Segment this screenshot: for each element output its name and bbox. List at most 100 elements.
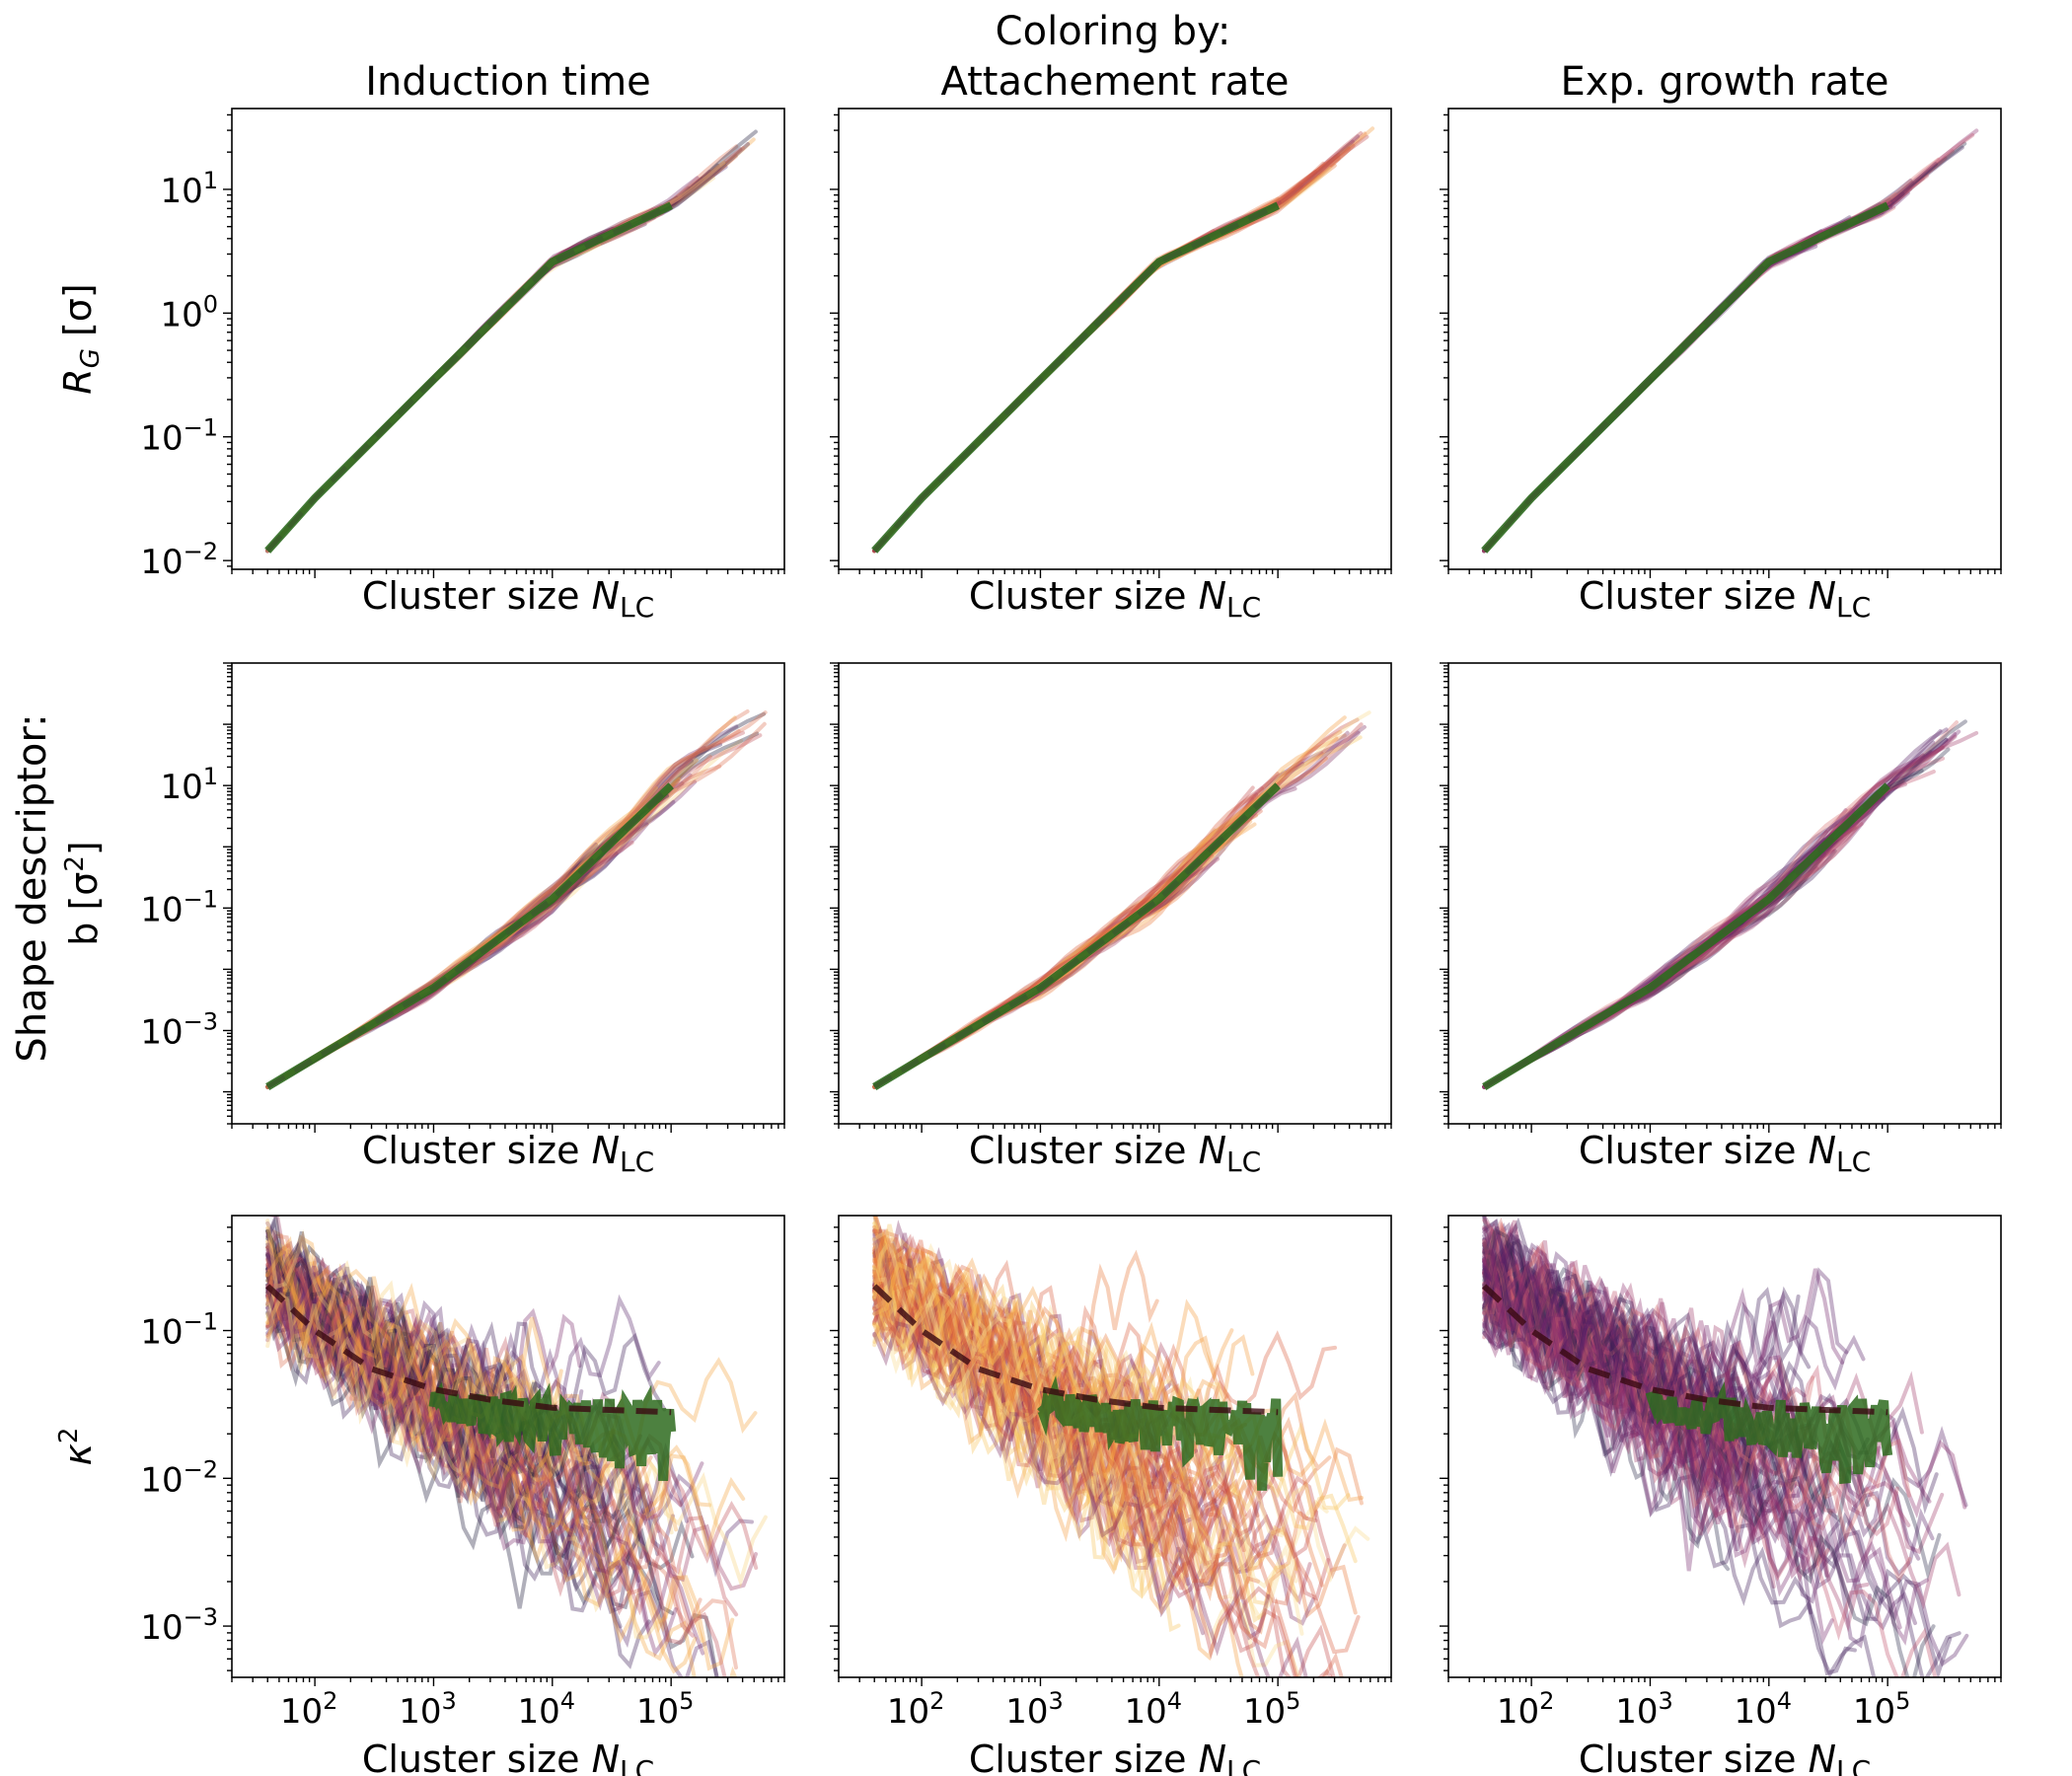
x-tick-label: 102 bbox=[1497, 1687, 1555, 1732]
trajectory-line bbox=[265, 1245, 754, 1578]
trajectory-line bbox=[265, 1246, 584, 1438]
trajectory-line bbox=[872, 1295, 1162, 1560]
trajectory-line bbox=[1482, 1252, 1945, 1555]
y-tick-label: 10−3 bbox=[140, 1603, 218, 1648]
mean-fit-line bbox=[1482, 783, 1889, 1089]
trajectory-line bbox=[1482, 1267, 1798, 1470]
trajectory-line bbox=[265, 1255, 549, 1526]
trajectory-line bbox=[1482, 1244, 1779, 1434]
trajectory-line bbox=[872, 1248, 1187, 1454]
trajectory-line bbox=[1482, 1302, 1834, 1645]
trajectory-line bbox=[872, 1251, 1144, 1563]
trajectory-line bbox=[1482, 1269, 1733, 1528]
trajectory-line bbox=[265, 1235, 563, 1464]
trajectory-line bbox=[1482, 1309, 1877, 1677]
trajectory-line bbox=[872, 1267, 1135, 1479]
trajectory-line bbox=[872, 1221, 1248, 1473]
trajectory-line bbox=[1482, 1258, 1902, 1630]
y-tick-label: 10−1 bbox=[140, 885, 218, 929]
trajectory-line bbox=[265, 1256, 606, 1558]
trajectory-line bbox=[872, 1242, 1337, 1512]
panel-r1c2: Cluster size NLC bbox=[830, 108, 1392, 624]
panel-r3c3: 102 103 104 105 Cluster size NLC bbox=[1440, 1215, 2002, 1776]
trajectory-line bbox=[1482, 1264, 1774, 1433]
trajectory-line bbox=[265, 1245, 679, 1540]
trajectory-line bbox=[1482, 1283, 1975, 1677]
trajectory-line bbox=[1482, 1270, 1807, 1536]
trajectory-line bbox=[872, 1239, 1224, 1522]
x-axis-label: Cluster size NLC bbox=[362, 1738, 654, 1776]
plot-area bbox=[1481, 128, 1979, 554]
trajectory-line bbox=[872, 1262, 1138, 1538]
trajectory-line bbox=[265, 1242, 698, 1674]
trajectory-line bbox=[1482, 1243, 1812, 1431]
x-tick-label: 102 bbox=[280, 1687, 338, 1732]
y-tick-label: 10−1 bbox=[140, 414, 218, 459]
trajectory-line bbox=[872, 1231, 1247, 1506]
plot-area bbox=[265, 709, 768, 1091]
trajectory-line bbox=[872, 1216, 1152, 1496]
trajectory-line bbox=[872, 1242, 1240, 1483]
trajectory-line bbox=[265, 1249, 623, 1523]
trajectory-line bbox=[872, 1235, 1132, 1457]
y-tick-label: 10−2 bbox=[140, 538, 218, 582]
mean-fit-line bbox=[872, 203, 1280, 553]
trajectory-line bbox=[265, 1289, 524, 1529]
trajectory-line bbox=[265, 1256, 696, 1638]
trajectory-line bbox=[265, 1242, 719, 1677]
trajectory-line bbox=[265, 1253, 539, 1524]
trajectory-line bbox=[1482, 1268, 1857, 1676]
trajectory-line bbox=[265, 1286, 643, 1609]
reference-band bbox=[1037, 1375, 1284, 1491]
trajectory-line bbox=[265, 1229, 704, 1644]
trajectory-line bbox=[265, 1289, 758, 1591]
mean-fit-line bbox=[265, 203, 673, 553]
y-tick-label: 10−1 bbox=[140, 1308, 218, 1353]
axes-frame bbox=[231, 108, 785, 570]
panel-r2c2: Cluster size NLC bbox=[830, 662, 1392, 1178]
trajectory-line bbox=[265, 1249, 560, 1463]
trajectory-line bbox=[1482, 1233, 1882, 1501]
trajectory-line bbox=[265, 1265, 703, 1632]
trajectory-line bbox=[265, 1245, 653, 1498]
x-axis-label: Cluster size NLC bbox=[1579, 1129, 1871, 1178]
axes-frame bbox=[231, 662, 785, 1125]
plot-area bbox=[1482, 1216, 1975, 1677]
trajectory-line bbox=[265, 1281, 739, 1617]
axes-frame bbox=[838, 108, 1392, 570]
trajectory-line bbox=[1482, 1296, 1792, 1466]
trajectory-line bbox=[265, 1256, 603, 1606]
trajectory-line bbox=[1482, 1282, 1731, 1572]
y-tick-label: 101 bbox=[160, 763, 218, 807]
panel-r2c3: Cluster size NLC bbox=[1440, 662, 2002, 1178]
panel-r2c1: 10−3 10−1 101 Cluster size NLC b [σ2] bbox=[60, 662, 785, 1178]
trajectory-line bbox=[872, 1254, 1179, 1528]
y-tick-label: 10−3 bbox=[140, 1007, 218, 1052]
mean-fit-line bbox=[1482, 1284, 1888, 1416]
trajectory-line bbox=[265, 1261, 755, 1677]
trajectory-line bbox=[265, 1216, 603, 1506]
trajectory-line bbox=[872, 1286, 1267, 1624]
trajectory-line bbox=[872, 1229, 1318, 1576]
trajectory-line bbox=[265, 1233, 654, 1572]
x-axis-label: Cluster size NLC bbox=[1579, 574, 1871, 624]
trajectory-line bbox=[1482, 1264, 1750, 1497]
trajectory-line bbox=[265, 1265, 623, 1629]
trajectory-line bbox=[1482, 1218, 1842, 1514]
x-tick-label: 103 bbox=[399, 1687, 457, 1732]
trajectory-line bbox=[1482, 1243, 1765, 1535]
x-tick-label: 105 bbox=[1853, 1687, 1911, 1732]
trajectory-line bbox=[1482, 1220, 1731, 1383]
trajectory-line bbox=[872, 1271, 1121, 1533]
trajectory-line bbox=[265, 1273, 735, 1671]
axes-frame bbox=[231, 1215, 785, 1678]
trajectory-line bbox=[265, 1286, 649, 1563]
trajectory-line bbox=[265, 1269, 738, 1670]
trajectory-line bbox=[1482, 1280, 1747, 1529]
trajectory-line bbox=[872, 1251, 1165, 1591]
trajectory-line bbox=[265, 1252, 746, 1558]
panel-r3c2: 102 103 104 105 Cluster size NLC bbox=[830, 1215, 1392, 1776]
trajectory-line bbox=[872, 1278, 1159, 1599]
trajectory-line bbox=[872, 1265, 1251, 1635]
trajectory-line bbox=[872, 1258, 1330, 1601]
